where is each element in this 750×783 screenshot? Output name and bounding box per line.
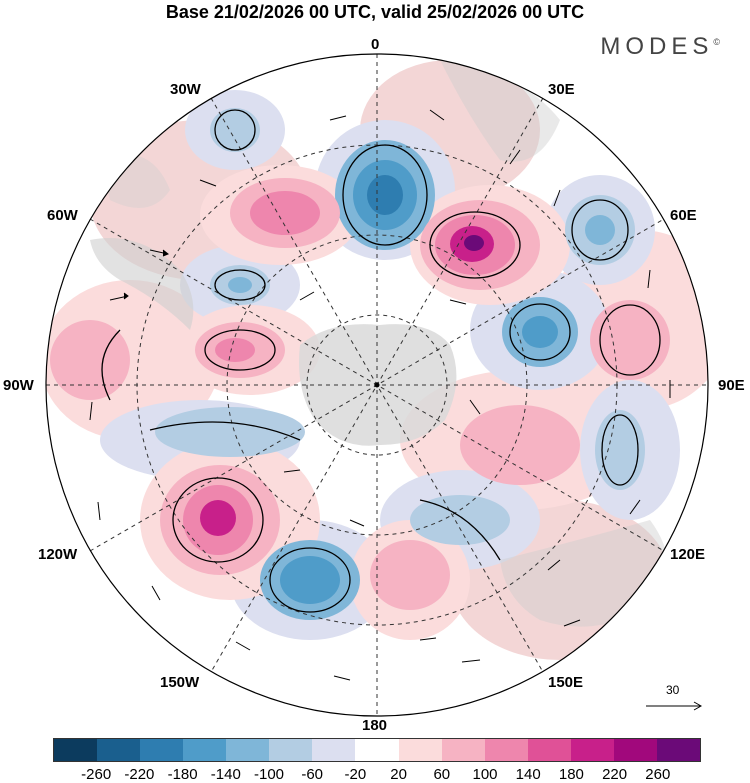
colorbar-tick-label: -20: [344, 766, 367, 783]
polar-stereographic-map: [45, 53, 709, 717]
map-boundary: [45, 53, 709, 717]
lon-label-120w: 120W: [38, 546, 78, 563]
colorbar-swatch: [97, 739, 141, 761]
colorbar-swatch: [226, 739, 270, 761]
colorbar-swatch: [269, 739, 313, 761]
colorbar-ticks: -260 -220 -180 -140 -100 -60 -20 20 60 100 140 180 2…: [0, 766, 750, 783]
map-title: Base 21/02/2026 00 UTC, valid 25/02/2026…: [165, 2, 585, 22]
lon-label-90w: 90W: [3, 377, 34, 394]
lon-label-30e: 30E: [548, 81, 575, 98]
colorbar-swatch: [570, 739, 614, 761]
colorbar-tick-label: -100: [253, 766, 285, 783]
colorbar-tick-label: 180: [558, 766, 584, 783]
colorbar-tick-label: 260: [645, 766, 671, 783]
colorbar-swatch: [484, 739, 528, 761]
colorbar-tick-label: -140: [210, 766, 241, 783]
colorbar-swatch: [54, 739, 98, 761]
lon-label-90e: 90E: [718, 377, 745, 394]
south-pole-marker: [374, 382, 380, 388]
colorbar-swatch: [656, 739, 700, 761]
lon-label-30w: 30W: [170, 81, 201, 98]
lon-label-120e: 120E: [670, 546, 706, 563]
colorbar-swatch: [140, 739, 184, 761]
reference-vector-label: 30: [666, 683, 680, 697]
colorbar-tick-label: 140: [515, 766, 541, 783]
colorbar-swatch: [527, 739, 571, 761]
colorbar-tick-label: -180: [167, 766, 198, 783]
colorbar-tick-label: 20: [390, 766, 407, 783]
colorbar-tick-label: -60: [301, 766, 324, 783]
reference-vector: 30: [644, 683, 704, 713]
modes-logo: MODES©: [600, 33, 720, 61]
streamlines: [101, 109, 661, 613]
colorbar-swatch: [312, 739, 356, 761]
colorbar-tick-label: -220: [124, 766, 155, 783]
colorbar-swatch: [183, 739, 227, 761]
wind-vectors: [89, 109, 671, 681]
colorbar-tick-label: 100: [472, 766, 498, 783]
colorbar: [53, 738, 701, 762]
lon-label-150w: 150W: [160, 674, 200, 691]
lon-label-0: 0: [371, 36, 380, 53]
colorbar-tick-label: -260: [81, 766, 112, 783]
colorbar-tick-label: 60: [433, 766, 451, 783]
colorbar-swatch: [613, 739, 657, 761]
colorbar-swatch: [398, 739, 442, 761]
colorbar-swatch: [355, 739, 399, 761]
lon-label-60e: 60E: [670, 207, 697, 224]
lon-label-150e: 150E: [548, 674, 584, 691]
logo-text: MODES: [600, 33, 714, 60]
colorbar-tick-label: 220: [602, 766, 628, 783]
colorbar-swatch: [441, 739, 485, 761]
anomaly-field: [46, 54, 708, 716]
lon-label-60w: 60W: [47, 207, 78, 224]
lon-label-180: 180: [362, 717, 388, 734]
logo-copyright-mark: ©: [713, 37, 720, 47]
